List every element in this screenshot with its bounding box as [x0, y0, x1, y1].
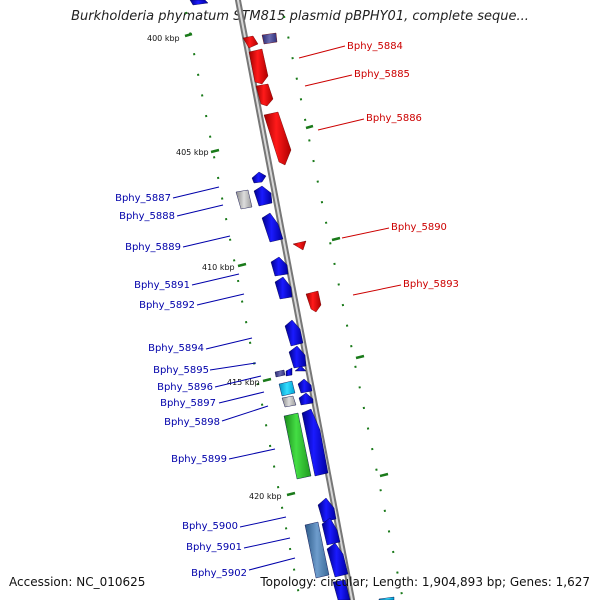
- accession-label: Accession: NC_010625: [9, 575, 146, 589]
- right-labels: Bphy_5884 Bphy_5885 Bphy_5886 Bphy_5890 …: [347, 41, 459, 290]
- gene-feature: [292, 240, 307, 251]
- gene-feature: [285, 367, 293, 377]
- gene-feature: [281, 395, 297, 408]
- gene-label-bphy-5896[interactable]: Bphy_5896: [157, 382, 213, 393]
- gene-feature: [235, 189, 253, 210]
- gene-label-bphy-5891[interactable]: Bphy_5891: [134, 280, 190, 291]
- kbp-ticks: [184, 32, 389, 497]
- gene-label-bphy-5900[interactable]: Bphy_5900: [182, 521, 238, 532]
- gene-label-bphy-5888[interactable]: Bphy_5888: [119, 211, 175, 222]
- gene-feature: [263, 111, 292, 166]
- gene-label-bphy-5895[interactable]: Bphy_5895: [153, 365, 209, 376]
- gene-label-bphy-5898[interactable]: Bphy_5898: [164, 417, 220, 428]
- gene-feature: [305, 290, 322, 313]
- gene-feature: [253, 185, 273, 207]
- gene-features-red: [242, 32, 322, 313]
- gene-label-bphy-5892[interactable]: Bphy_5892: [139, 300, 195, 311]
- gene-label-bphy-5889[interactable]: Bphy_5889: [125, 242, 181, 253]
- gene-feature: [248, 48, 269, 85]
- gene-label-bphy-5899[interactable]: Bphy_5899: [171, 454, 227, 465]
- gene-feature: [294, 365, 307, 372]
- gene-feature: [274, 276, 293, 300]
- gene-feature: [301, 408, 329, 477]
- gene-feature: [189, 0, 209, 6]
- gene-feature: [321, 517, 341, 546]
- gene-feature: [278, 380, 296, 397]
- gene-label-bphy-5901[interactable]: Bphy_5901: [186, 542, 242, 553]
- genome-backbone: [234, 0, 356, 600]
- gene-feature: [261, 32, 278, 45]
- gene-feature: [270, 256, 289, 277]
- kbp-label-405: 405 kbp: [176, 148, 209, 157]
- gene-label-bphy-5890[interactable]: Bphy_5890: [391, 222, 447, 233]
- gene-feature: [317, 497, 337, 523]
- right-leaders: [298, 45, 402, 296]
- kbp-label-410: 410 kbp: [202, 263, 235, 272]
- gene-feature: [261, 212, 284, 243]
- gene-label-bphy-5885[interactable]: Bphy_5885: [354, 69, 410, 80]
- gene-feature: [255, 83, 274, 107]
- kbp-label-400: 400 kbp: [147, 34, 180, 43]
- gene-label-bphy-5886[interactable]: Bphy_5886: [366, 113, 422, 124]
- scale-dots-left: [185, 11, 301, 600]
- gene-label-bphy-5902[interactable]: Bphy_5902: [191, 568, 247, 579]
- topology-summary: Topology: circular; Length: 1,904,893 bp…: [260, 575, 590, 589]
- gene-label-bphy-5894[interactable]: Bphy_5894: [148, 343, 204, 354]
- kbp-label-420: 420 kbp: [249, 492, 282, 501]
- gene-label-bphy-5897[interactable]: Bphy_5897: [160, 398, 216, 409]
- gene-feature: [297, 378, 313, 394]
- gene-feature: [283, 412, 312, 480]
- gene-feature: [284, 319, 304, 347]
- gene-label-bphy-5893[interactable]: Bphy_5893: [403, 279, 459, 290]
- gene-feature: [326, 542, 349, 578]
- gene-feature: [288, 345, 307, 369]
- gene-feature: [274, 369, 286, 378]
- gene-feature: [332, 579, 351, 600]
- gene-feature: [298, 392, 314, 406]
- left-leaders: [172, 186, 296, 571]
- gene-feature: [304, 521, 330, 579]
- left-labels: Bphy_5887 Bphy_5888 Bphy_5889 Bphy_5891 …: [115, 193, 247, 579]
- gene-label-bphy-5884[interactable]: Bphy_5884: [347, 41, 403, 52]
- kbp-label-415: 415 kbp: [227, 378, 260, 387]
- gene-feature: [242, 35, 259, 49]
- gene-label-bphy-5887[interactable]: Bphy_5887: [115, 193, 171, 204]
- gene-features-blue: [189, 0, 395, 600]
- scale-dots-right: [283, 15, 404, 600]
- gene-feature: [251, 171, 267, 184]
